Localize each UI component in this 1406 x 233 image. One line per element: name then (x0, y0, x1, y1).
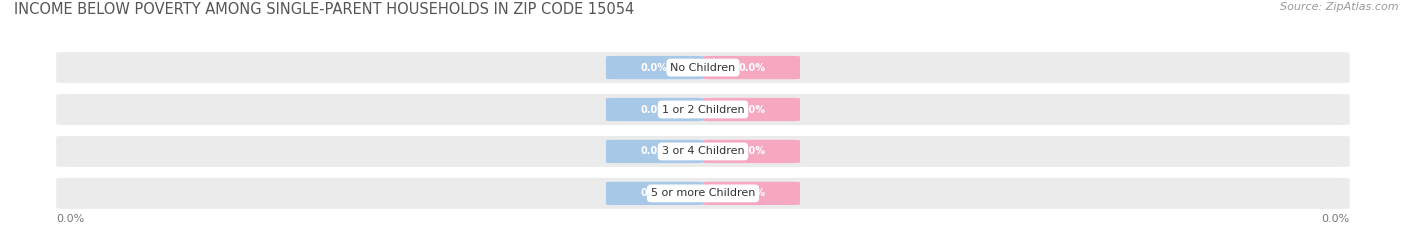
FancyBboxPatch shape (703, 140, 800, 163)
FancyBboxPatch shape (606, 56, 703, 79)
Text: 0.0%: 0.0% (738, 188, 765, 198)
FancyBboxPatch shape (56, 136, 1350, 167)
Text: 0.0%: 0.0% (641, 147, 668, 156)
Text: INCOME BELOW POVERTY AMONG SINGLE-PARENT HOUSEHOLDS IN ZIP CODE 15054: INCOME BELOW POVERTY AMONG SINGLE-PARENT… (14, 2, 634, 17)
FancyBboxPatch shape (703, 182, 800, 205)
Text: 0.0%: 0.0% (641, 105, 668, 114)
FancyBboxPatch shape (606, 140, 703, 163)
FancyBboxPatch shape (56, 52, 1350, 83)
FancyBboxPatch shape (606, 182, 703, 205)
Text: 0.0%: 0.0% (738, 63, 765, 72)
Text: 0.0%: 0.0% (738, 105, 765, 114)
Text: 0.0%: 0.0% (641, 188, 668, 198)
Text: 0.0%: 0.0% (641, 63, 668, 72)
FancyBboxPatch shape (56, 94, 1350, 125)
FancyBboxPatch shape (606, 98, 703, 121)
FancyBboxPatch shape (703, 98, 800, 121)
Text: 5 or more Children: 5 or more Children (651, 188, 755, 198)
Text: No Children: No Children (671, 63, 735, 72)
Text: 0.0%: 0.0% (1322, 214, 1350, 224)
FancyBboxPatch shape (56, 178, 1350, 209)
Text: 1 or 2 Children: 1 or 2 Children (662, 105, 744, 114)
FancyBboxPatch shape (703, 56, 800, 79)
Text: 0.0%: 0.0% (738, 147, 765, 156)
Text: Source: ZipAtlas.com: Source: ZipAtlas.com (1281, 2, 1399, 12)
Text: 3 or 4 Children: 3 or 4 Children (662, 147, 744, 156)
Text: 0.0%: 0.0% (56, 214, 84, 224)
